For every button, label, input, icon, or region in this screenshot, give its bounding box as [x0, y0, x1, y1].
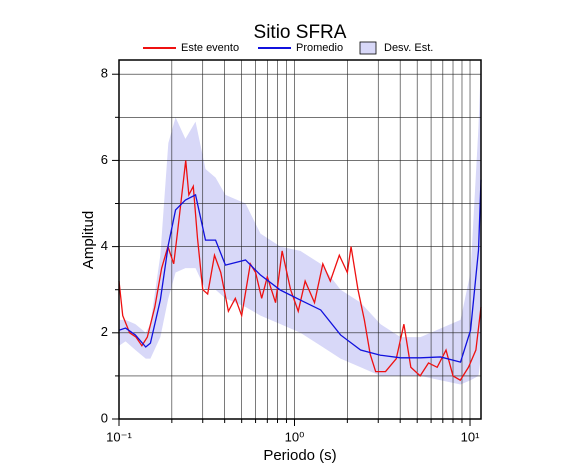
y-tick-label: 8 [101, 66, 108, 81]
x-axis-label: Periodo (s) [263, 447, 336, 464]
legend-label: Promedio [296, 42, 343, 54]
data-line [118, 179, 482, 363]
y-tick-label: 2 [101, 324, 108, 339]
chart-title: Sitio SFRA [254, 22, 347, 43]
x-tick-label: 10¹ [461, 429, 480, 444]
legend-label: Desv. Est. [384, 42, 433, 54]
y-tick-label: 4 [101, 238, 108, 253]
legend-label: Este evento [181, 42, 239, 54]
y-tick-label: 0 [101, 410, 108, 425]
legend-swatch [359, 41, 377, 55]
x-tick-label: 10⁰ [285, 429, 305, 444]
y-axis-label: Amplitud [80, 211, 97, 269]
data-line [118, 160, 482, 382]
x-tick-label: 10⁻¹ [106, 429, 132, 444]
plot-frame [118, 59, 482, 420]
y-tick-label: 6 [101, 152, 108, 167]
